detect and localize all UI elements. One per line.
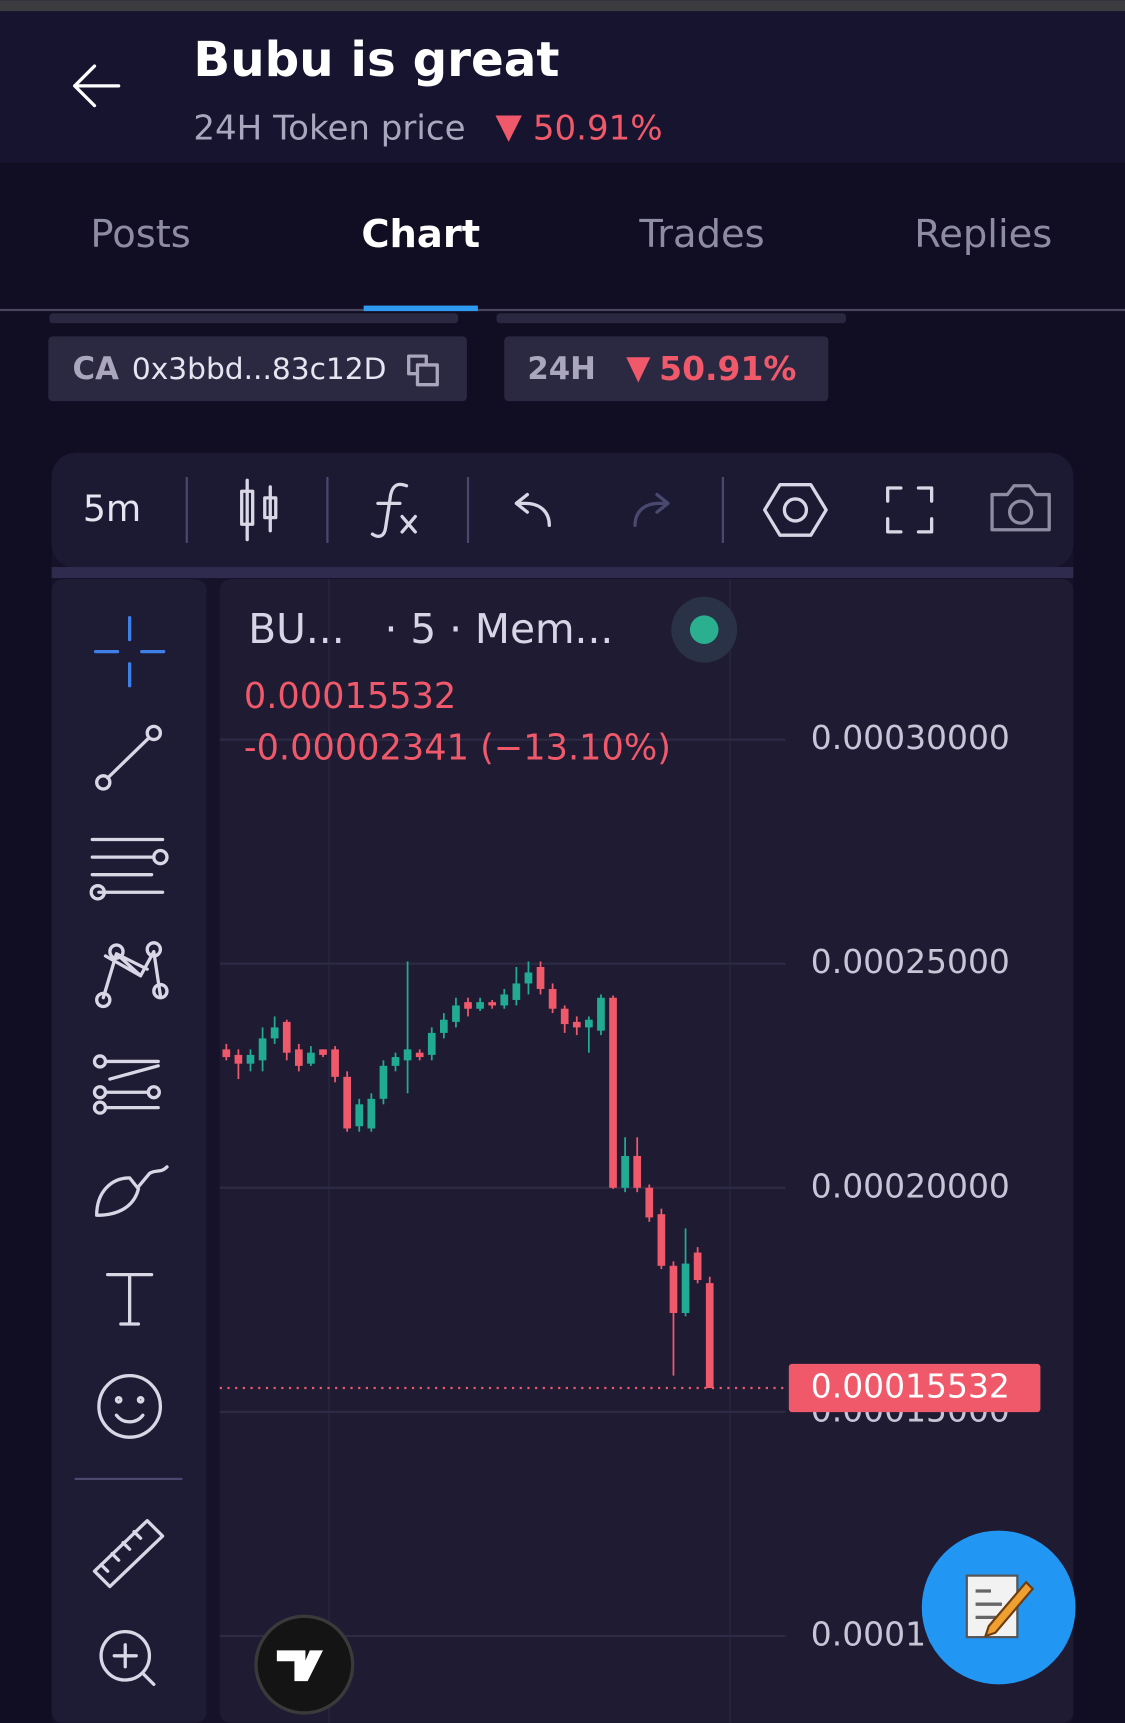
candle-body — [585, 1019, 593, 1028]
legend-price: 0.00015532 — [244, 676, 456, 717]
period-box — [504, 336, 829, 402]
y-tick-label: 0.00020000 — [811, 1166, 1010, 1205]
drawing-tools[interactable] — [89, 615, 169, 1687]
candle-body — [403, 1049, 412, 1061]
cut-box — [49, 313, 459, 324]
status-strip — [0, 0, 1125, 12]
last-price-label: 0.00015532 — [811, 1367, 1010, 1406]
candle-body — [572, 1021, 581, 1028]
tab[interactable]: Replies — [914, 212, 1052, 257]
v-grid — [729, 579, 731, 1723]
candle-body — [633, 1155, 642, 1188]
candle-body — [524, 972, 533, 984]
status-dot — [689, 615, 719, 644]
candle-body — [500, 994, 509, 1006]
candle-body — [222, 1049, 231, 1058]
period-change: 50.91% — [659, 349, 796, 388]
candle-body — [597, 997, 605, 1031]
candle-body — [331, 1049, 339, 1077]
candle-body — [319, 1049, 327, 1055]
header-change: 50.91% — [533, 108, 663, 148]
copy-icon[interactable] — [407, 354, 439, 387]
candle-body — [609, 997, 617, 1188]
candle-body — [693, 1252, 702, 1281]
tv-logo-mark — [276, 1650, 323, 1682]
tab[interactable]: Posts — [90, 212, 190, 257]
candle-body — [307, 1052, 315, 1064]
candle-body — [621, 1155, 629, 1188]
candle-body — [391, 1057, 400, 1066]
tab-divider — [0, 308, 1125, 312]
candle-body — [669, 1265, 678, 1313]
toolbar-border — [51, 567, 1074, 579]
candle-body — [657, 1214, 666, 1266]
candle-body — [343, 1076, 352, 1129]
last-price-tag — [788, 1363, 1041, 1413]
drawing-panel — [51, 579, 207, 1723]
overlay: 0.00015532 0.00015532 — [219, 676, 1041, 1413]
candle-body — [246, 1054, 255, 1064]
candle-body — [476, 1002, 484, 1009]
candle-body — [536, 966, 545, 989]
tab[interactable]: Trades — [638, 212, 764, 257]
tab-active[interactable]: Chart — [361, 212, 480, 257]
down-triangle — [495, 115, 522, 142]
candle-body — [258, 1038, 267, 1061]
period-label: 24H — [527, 351, 596, 387]
candle-body — [488, 1002, 497, 1006]
y-tick-label: 0.00030000 — [811, 718, 1010, 757]
down-triangle — [626, 357, 651, 383]
ca-box[interactable] — [48, 336, 467, 402]
candle-body — [681, 1263, 690, 1313]
candle-body — [560, 1008, 569, 1025]
symbol: BU... — [248, 605, 344, 653]
tab-indicator — [363, 305, 478, 312]
v-grid — [328, 579, 330, 1723]
interval[interactable]: 5m — [83, 487, 141, 530]
candle-body — [464, 1002, 472, 1009]
candle-body — [512, 983, 521, 1000]
subtitle: 24H Token price — [193, 108, 465, 148]
header-bar — [0, 0, 1125, 163]
ca-label: CA — [73, 351, 120, 387]
panel-divider — [74, 1477, 183, 1481]
candle-body — [355, 1104, 364, 1127]
legend-change: -0.00002341 (−13.10%) — [244, 727, 671, 768]
candle-body — [705, 1283, 714, 1389]
ca-value: 0x3bbd...83c12D — [132, 351, 387, 386]
y-tick-label: 0.00025000 — [811, 942, 1010, 981]
candle-body — [367, 1098, 376, 1129]
candle-body — [645, 1187, 654, 1218]
candle-body — [440, 1019, 448, 1033]
candle-body — [294, 1049, 303, 1066]
cut-box — [496, 313, 846, 324]
candle-body — [282, 1021, 291, 1053]
candle-body — [452, 1005, 460, 1022]
title: Bubu is great — [193, 32, 559, 88]
candle-body — [270, 1027, 279, 1039]
legend-interval: · 5 · Mem... — [385, 605, 614, 653]
candle-body — [379, 1065, 388, 1099]
plot-panel — [219, 579, 1074, 1723]
candle-body — [415, 1052, 424, 1058]
toolbar-separators — [185, 476, 724, 543]
candle-body — [427, 1032, 436, 1055]
plot: 0.000100000.000150000.000200000.00025000… — [219, 718, 1010, 1653]
candle-body — [548, 988, 557, 1009]
chart-toolbar — [51, 452, 1074, 569]
toolbar-icons[interactable] — [240, 478, 1051, 542]
back-button[interactable] — [73, 64, 121, 108]
compose-lines — [975, 1589, 1002, 1620]
compose-pencil — [983, 1580, 1035, 1638]
candle-body — [234, 1054, 243, 1064]
